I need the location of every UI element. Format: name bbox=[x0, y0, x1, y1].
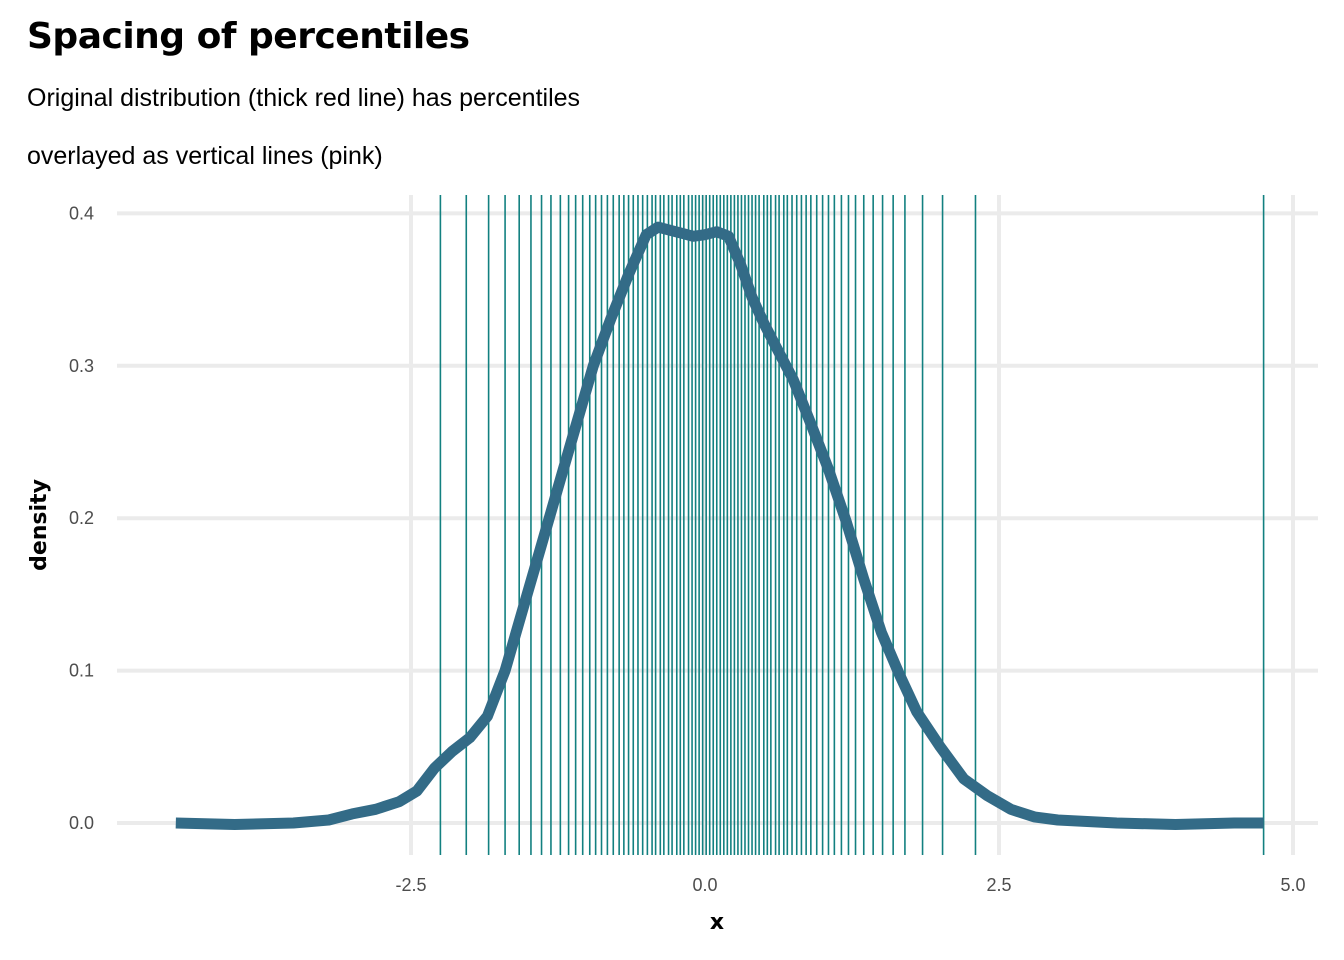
chart-subtitle-line-1: Original distribution (thick red line) h… bbox=[27, 84, 581, 112]
y-axis-ticks: 0.0 0.1 0.2 0.3 0.4 bbox=[69, 203, 94, 833]
y-tick-label: 0.4 bbox=[69, 203, 94, 223]
x-tick-label: 0.0 bbox=[692, 875, 717, 895]
density-line bbox=[175, 221, 1264, 830]
y-tick-label: 0.2 bbox=[69, 508, 94, 528]
x-axis-title: x bbox=[710, 910, 724, 935]
y-tick-label: 0.1 bbox=[69, 661, 94, 681]
x-tick-label: 5.0 bbox=[1280, 875, 1305, 895]
x-axis-ticks: -2.5 0.0 2.5 5.0 bbox=[395, 875, 1305, 895]
density-series bbox=[175, 221, 1264, 830]
x-tick-label: 2.5 bbox=[986, 875, 1011, 895]
x-tick-label: -2.5 bbox=[395, 875, 426, 895]
chart-subtitle-line-2: overlayed as vertical lines (pink) bbox=[27, 142, 383, 170]
chart-title: Spacing of percentiles bbox=[27, 16, 470, 57]
y-axis-title: density bbox=[27, 479, 52, 571]
y-tick-label: 0.0 bbox=[69, 813, 94, 833]
y-tick-label: 0.3 bbox=[69, 356, 94, 376]
